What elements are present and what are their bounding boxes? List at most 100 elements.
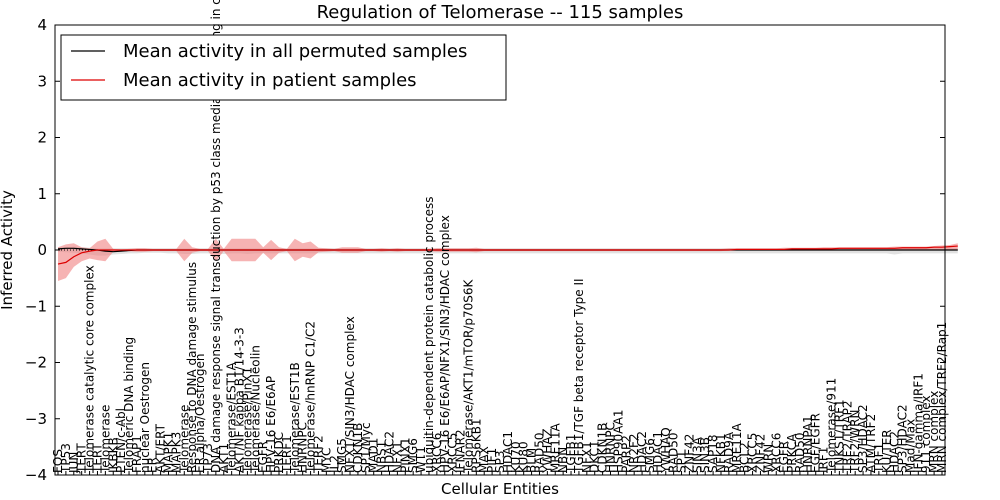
plot-frame xyxy=(54,24,946,476)
x-tick-label: SIN3A xyxy=(690,436,704,473)
x-tick-label: SAP18 xyxy=(706,434,720,473)
x-tick-label: ER xyxy=(146,457,160,473)
x-tick-label: TRF1 xyxy=(872,443,886,474)
chart-title: Regulation of Telomerase -- 115 samples xyxy=(317,2,684,23)
x-tick-label: HPV-16 E6/E6AP xyxy=(264,376,278,473)
x-tick-label: FRAP1 xyxy=(130,435,144,473)
x-tick-label: MAPK1 xyxy=(162,432,176,473)
x-tick-label: Telomerase/EST1A xyxy=(225,361,239,474)
x-tick-label: HDAC1 xyxy=(501,431,515,473)
x-tick-label: MAPK3 xyxy=(169,432,183,473)
x-tick-label: HNRNPA1 xyxy=(801,415,815,473)
y-tick-label: 0 xyxy=(37,241,47,259)
x-tick-label: Telomerase/PinX1 xyxy=(240,367,254,474)
x-tick-label: NFX1 xyxy=(580,441,594,473)
x-tick-label: XRCC5 xyxy=(746,433,760,473)
x-tick-label: NFX1 xyxy=(390,441,404,473)
y-tick-labels: −4 −3 −2 −1 0 1 2 3 4 xyxy=(25,16,945,484)
x-tick-label: Response to DNA damage stimulus xyxy=(185,262,199,473)
x-tick-label: Telomerase xyxy=(98,405,112,474)
y-tick-label: −1 xyxy=(25,297,47,315)
x-tick-label: EGFR xyxy=(256,441,270,473)
x-tick-label: HNRNPC xyxy=(296,422,310,473)
y-tick-label: 4 xyxy=(37,16,47,34)
x-tick-label: PARP2 xyxy=(619,435,633,473)
x-tick-label: AKT1 xyxy=(217,443,231,473)
x-tick-label: SMG5 xyxy=(335,438,349,473)
x-tick-label: Telomerase/Nucleolin xyxy=(248,345,262,474)
x-tick-label: 911 complex xyxy=(919,395,933,473)
x-tick-label: CDKN1B xyxy=(596,423,610,473)
x-tick-label: SP3/HDAC2 xyxy=(856,404,870,473)
x-tick-label: EGFR xyxy=(777,441,791,473)
x-tick-label: HDAC2 xyxy=(383,431,397,473)
x-tick-label: RAD50 xyxy=(793,432,807,473)
x-tick-label: PTEN/c-Abl xyxy=(114,408,128,473)
x-tick-label: BCL2 xyxy=(738,442,752,473)
x-tick-label: HPV-16 E6/E6AP/NFX1/SIN3/HDAC complex xyxy=(438,215,452,473)
x-tick-label: PINX1 xyxy=(398,437,412,473)
x-tick-label: ubiquitin-dependent protein catabolic pr… xyxy=(422,197,436,473)
x-tick-label: TGFB1/TGF beta receptor Type II xyxy=(572,278,586,474)
y-axis-label: Inferred Activity xyxy=(0,190,16,310)
x-tick-label: WT1 xyxy=(414,446,428,473)
x-tick-label: Mad/Max xyxy=(903,419,917,473)
x-tick-label: SP3/HDAC2 xyxy=(896,404,910,473)
x-tick-label: SMG6 xyxy=(643,438,657,473)
x-tick-label: MYC xyxy=(319,448,333,473)
y-tick-label: 2 xyxy=(37,129,47,147)
x-tick-label: ATM/TRF2 xyxy=(864,414,878,473)
x-tick-label: Telomerase xyxy=(177,405,191,474)
x-tick-label: SP1 xyxy=(675,451,689,474)
x-tick-label: TNKS1/TRF1 xyxy=(832,399,846,474)
x-tick-label: AKT/ERT xyxy=(154,423,168,473)
x-tick-label: MRN complex/TRF2/Rap1 xyxy=(935,322,949,473)
x-tick-label: TP73 xyxy=(201,443,215,474)
x-tick-label: TERT xyxy=(75,443,89,474)
x-tick-label: TERT xyxy=(90,443,104,474)
x-tick-label: PIF1 xyxy=(485,448,499,473)
x-tick-label: Telomerase/EST1B xyxy=(288,362,302,474)
x-tick-label: ZNF42 xyxy=(753,434,767,473)
x-tick-label: MAX xyxy=(477,446,491,473)
x-tick-label: SIN3B xyxy=(698,437,712,473)
x-tick-label: KU70 xyxy=(509,441,523,473)
x-tick-label: TP53 xyxy=(59,443,73,474)
x-tick-label: EGF/EGFR xyxy=(809,413,823,473)
x-tick-label: BLM xyxy=(525,448,539,473)
x-tick-label: TGFB1 xyxy=(564,434,578,474)
x-tick-label: NBN xyxy=(556,447,570,473)
x-tick-label: PRKDC xyxy=(272,432,286,473)
legend: Mean activity in all permuted samples Me… xyxy=(60,34,507,101)
legend-box xyxy=(60,34,507,101)
x-tick-label: IRF1 xyxy=(817,447,831,473)
x-tick-label: HDAC2 xyxy=(888,431,902,473)
x-tick-label: XRCC6 xyxy=(430,433,444,473)
x-axis-label: Cellular Entities xyxy=(441,480,559,498)
y-tick-label: 3 xyxy=(37,72,47,90)
x-tick-label: ER alpha/Oestrogen xyxy=(193,354,207,473)
x-tick-label: ZNF42 xyxy=(682,434,696,473)
x-tick-label: nuclear Oestrogen xyxy=(138,362,152,473)
x-tick-label: TERF1 xyxy=(280,435,294,474)
x-tick-label: IFN-gamma/IRF1 xyxy=(911,373,925,473)
x-tick-label: DNA damage response signal transduction … xyxy=(209,0,223,473)
x-tick-label: KU80 xyxy=(517,441,531,473)
x-tick-label: TERF2 xyxy=(311,435,325,474)
x-tick-label: IL2 xyxy=(327,455,341,473)
x-tick-label: RPS6KB1 xyxy=(469,418,483,473)
x-tick-label: MRE11A xyxy=(730,422,744,473)
series-lines xyxy=(57,245,958,265)
x-tick-label: Telomerase catalytic core complex xyxy=(83,265,97,474)
x-tick-label: DKC1 xyxy=(588,441,602,473)
x-tick-label: SMG6 xyxy=(406,438,420,473)
x-tick-label: KU/TER xyxy=(880,429,894,473)
x-tick-label: YWHAZ xyxy=(540,428,554,474)
x-tick-label: XRCC5 xyxy=(446,433,460,473)
x-tick-label: TRF2/TRAP2 xyxy=(840,400,854,474)
x-tick-label: JUN xyxy=(67,452,81,474)
x-tick-label: HDAC2 xyxy=(635,431,649,473)
x-tick-label: Telomerase/911 xyxy=(825,378,839,474)
